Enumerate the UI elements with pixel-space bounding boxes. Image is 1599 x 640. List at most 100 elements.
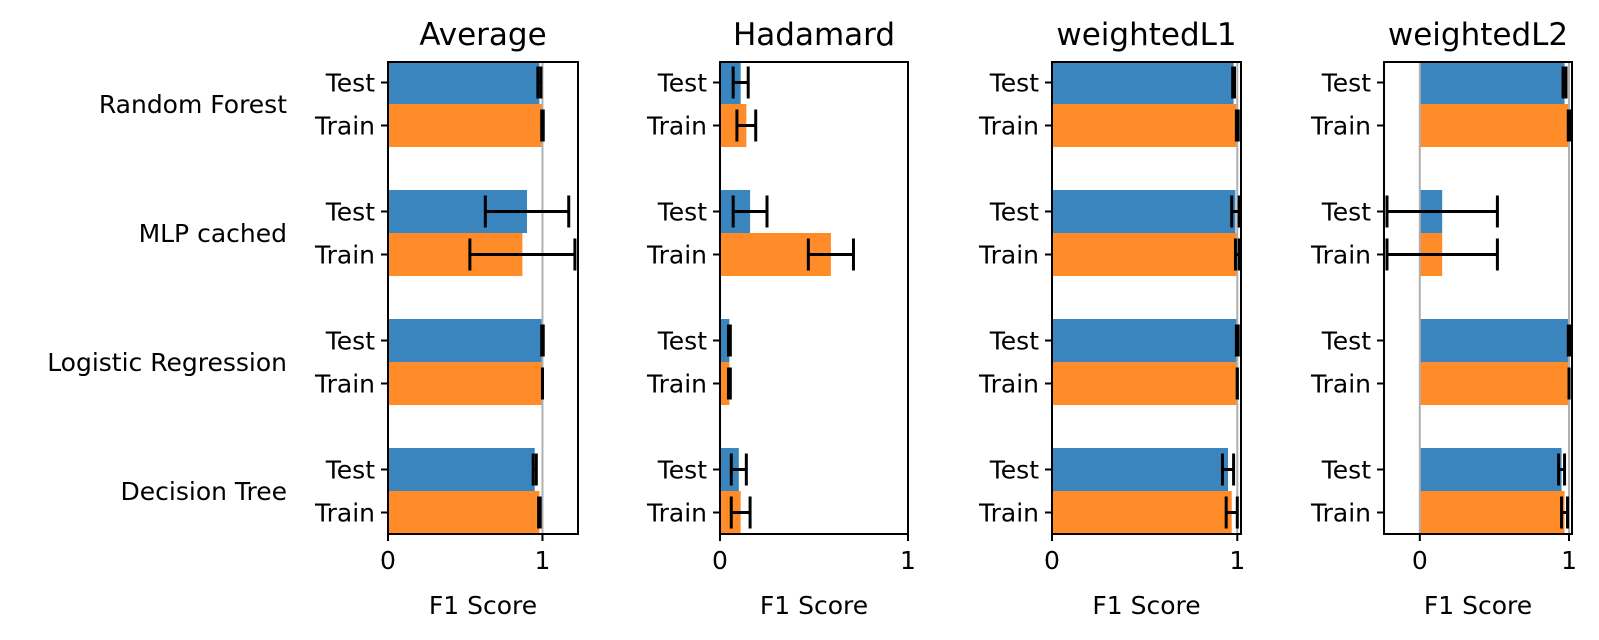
error-bar <box>540 324 545 357</box>
y-tick-label-test: Test <box>1321 69 1371 98</box>
bar-test <box>1052 448 1229 491</box>
error-bar <box>806 238 855 271</box>
bar-train <box>1419 491 1565 534</box>
y-tick-label-train: Train <box>646 370 707 399</box>
error-bar <box>537 496 542 529</box>
error-bar <box>1231 66 1237 99</box>
x-tick-label: 0 <box>712 546 728 575</box>
y-tick-label-test: Test <box>325 327 375 356</box>
y-tick-label-train: Train <box>978 499 1039 528</box>
panel-title: weightedL1 <box>1056 17 1236 53</box>
x-tick-label: 0 <box>1044 546 1060 575</box>
axes-frame <box>387 61 579 535</box>
bar-train <box>388 104 543 147</box>
y-tick-label-train: Train <box>314 112 375 141</box>
bar-test <box>1419 448 1562 491</box>
panel-title: Average <box>419 17 546 53</box>
y-tick-label-train: Train <box>978 241 1039 270</box>
panel-title: weightedL2 <box>1388 17 1568 53</box>
bar-test <box>388 448 535 491</box>
y-tick-label-test: Test <box>989 456 1039 485</box>
error-bar <box>729 496 752 529</box>
y-tick-label-train: Train <box>646 241 707 270</box>
axes-frame <box>1051 61 1242 535</box>
y-tick-label-train: Train <box>314 241 375 270</box>
y-tick-label-train: Train <box>646 499 707 528</box>
y-tick-label-test: Test <box>657 198 707 227</box>
error-bar <box>1385 238 1499 271</box>
bar-test <box>1052 319 1238 362</box>
error-bar <box>483 195 571 228</box>
error-bar <box>1224 496 1239 529</box>
y-tick-label-train: Train <box>314 499 375 528</box>
error-bar <box>1566 109 1572 142</box>
panel-weightedl2: weightedL2 Test Train Test Train Test Train Tes… <box>1310 17 1577 620</box>
x-tick-label: 0 <box>1412 546 1428 575</box>
error-bar <box>1566 324 1572 357</box>
error-bar <box>726 367 732 400</box>
model-label: MLP cached <box>139 219 287 248</box>
bar-test <box>720 319 730 362</box>
error-bar <box>1560 496 1570 529</box>
y-tick-label-test: Test <box>325 198 375 227</box>
error-bar <box>735 109 758 142</box>
bar-test <box>720 61 741 104</box>
y-tick-label-test: Test <box>1321 327 1371 356</box>
y-tick-label-train: Train <box>1310 241 1371 270</box>
y-tick-label-train: Train <box>314 370 375 399</box>
panel-average: Average Test Train Test Train Test Train Test Tr… <box>314 17 579 620</box>
model-label: Decision Tree <box>121 477 287 506</box>
error-bar <box>1234 324 1240 357</box>
x-tick-label: 1 <box>535 546 551 575</box>
y-tick-label-test: Test <box>989 69 1039 98</box>
y-tick-label-test: Test <box>989 327 1039 356</box>
x-tick-label: 1 <box>900 546 916 575</box>
y-tick-label-test: Test <box>657 69 707 98</box>
error-bar <box>468 238 577 271</box>
error-bar <box>1385 195 1499 228</box>
y-tick-label-train: Train <box>1310 499 1371 528</box>
x-tick-label: 1 <box>1561 546 1577 575</box>
panel-hadamard: Hadamard Test Train Test Train Test Train Test T… <box>646 17 916 620</box>
y-tick-label-train: Train <box>978 112 1039 141</box>
bar-train <box>1419 104 1570 147</box>
error-bar <box>729 453 748 486</box>
error-bar <box>731 195 769 228</box>
error-bar <box>531 453 538 486</box>
x-axis-label: F1 Score <box>1424 591 1532 620</box>
y-tick-label-test: Test <box>657 456 707 485</box>
bar-test <box>388 319 543 362</box>
error-bar <box>1561 66 1568 99</box>
x-axis-label: F1 Score <box>429 591 537 620</box>
y-tick-label-test: Test <box>325 69 375 98</box>
error-bar <box>1220 453 1236 486</box>
bar-train <box>1052 104 1238 147</box>
bar-train <box>720 362 730 405</box>
bar-train <box>1419 362 1570 405</box>
x-tick-label: 0 <box>380 546 396 575</box>
bar-test <box>1052 190 1236 233</box>
y-tick-label-train: Train <box>646 112 707 141</box>
x-axis-label: F1 Score <box>760 591 868 620</box>
panel-weightedl1: weightedL1 Test Train Test Train Test Train Tes… <box>978 17 1245 620</box>
bar-train <box>1052 491 1232 534</box>
y-tick-label-test: Test <box>657 327 707 356</box>
bar-train <box>388 491 540 534</box>
x-axis-label: F1 Score <box>1092 591 1200 620</box>
y-tick-label-train: Train <box>1310 112 1371 141</box>
y-tick-label-train: Train <box>1310 370 1371 399</box>
bar-test <box>1419 319 1570 362</box>
bar-train <box>388 362 543 405</box>
y-tick-label-test: Test <box>1321 198 1371 227</box>
bar-test <box>1419 61 1565 104</box>
error-bar <box>731 66 750 99</box>
y-tick-label-test: Test <box>1321 456 1371 485</box>
error-bar <box>536 66 543 99</box>
bar-test <box>720 448 739 491</box>
error-bar <box>1557 453 1567 486</box>
model-label: Logistic Regression <box>47 348 287 377</box>
y-tick-label-train: Train <box>978 370 1039 399</box>
error-bar <box>726 324 732 357</box>
bar-train <box>1052 362 1238 405</box>
